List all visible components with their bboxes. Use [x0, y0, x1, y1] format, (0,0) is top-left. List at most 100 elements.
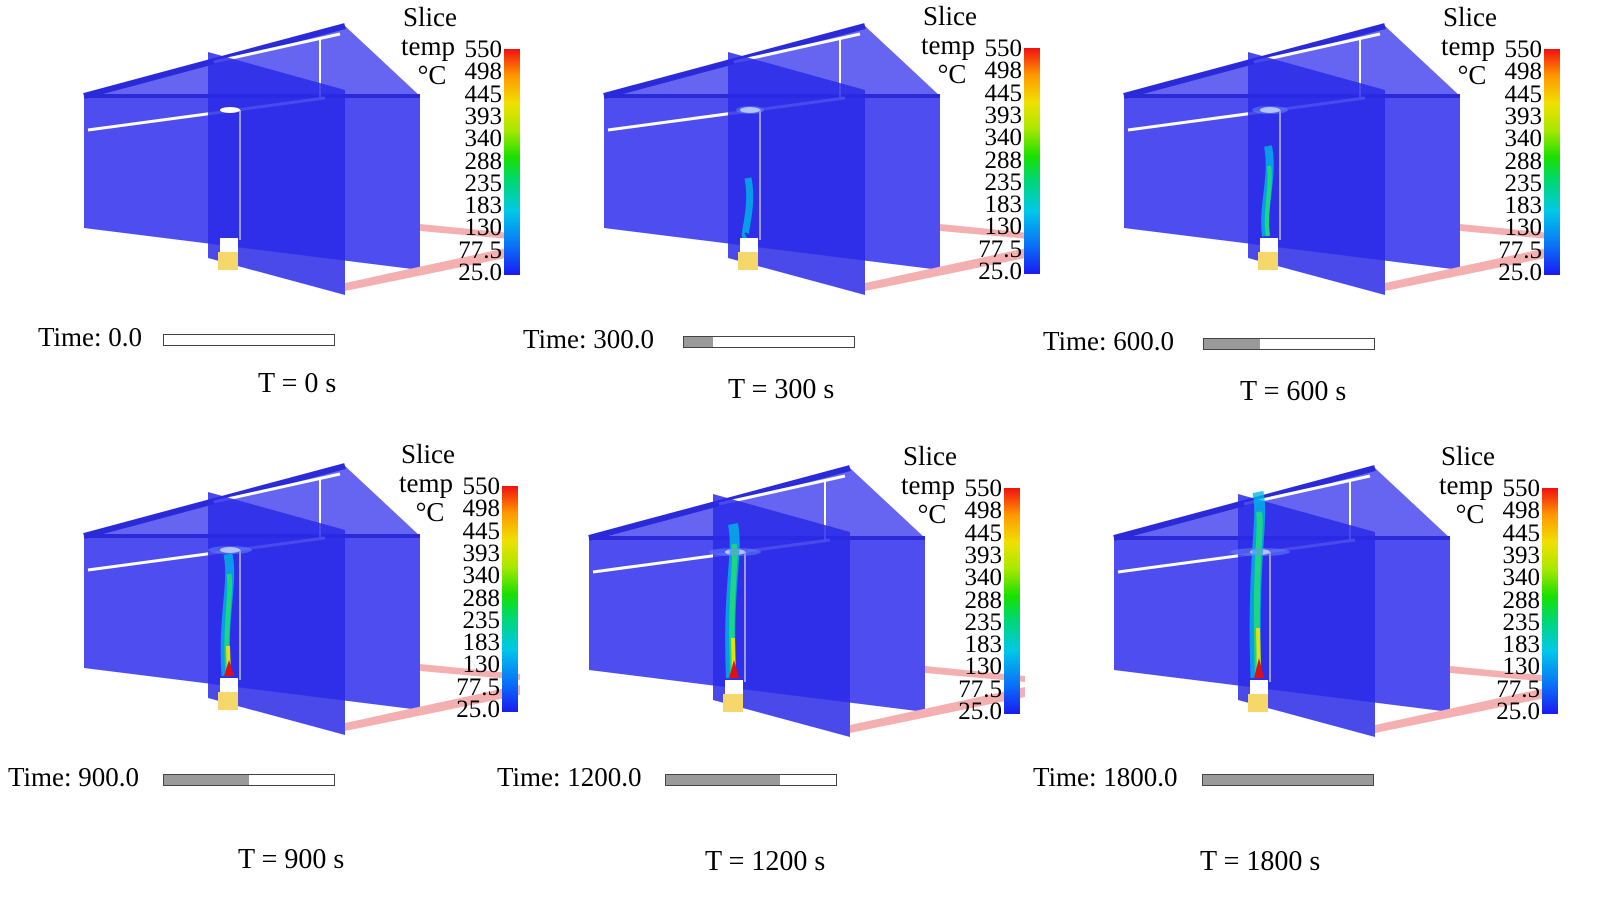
colorbar-tick-label: 25.0: [456, 696, 500, 723]
colorbar-tick-label: 288: [462, 584, 501, 612]
room-scene: [1113, 465, 1550, 737]
fire-source-top: [220, 238, 238, 252]
colorbar-tick-label: 550: [464, 36, 503, 63]
legend-unit: °C: [417, 60, 447, 90]
room-scene: [1123, 23, 1560, 295]
snapshot-panel: Slice temp °C 550 498 445 393 340 288 235 183 13…: [0, 440, 530, 890]
colorbar-tick-label: 550: [1504, 36, 1543, 63]
colorbar-tick-label: 340: [984, 124, 1023, 152]
colorbar-tick-label: 235: [1504, 169, 1543, 197]
colorbar-tick-label: 393: [464, 102, 503, 130]
legend-title-line1: Slice: [1441, 441, 1495, 471]
colorbar-tick-label: 445: [984, 79, 1023, 107]
colorbar: [504, 49, 520, 275]
time-progress-bar: [683, 336, 855, 348]
colorbar-tick-label: 288: [984, 146, 1023, 174]
legend-title-line1: Slice: [401, 439, 455, 469]
fire-source-top: [1250, 680, 1268, 694]
colorbar-tick-label: 77.5: [1498, 236, 1542, 264]
fire-source: [738, 252, 758, 270]
time-caption: T = 0 s: [258, 368, 337, 399]
colorbar: [1024, 48, 1040, 274]
colorbar-tick-label: 183: [984, 191, 1023, 219]
colorbar-tick-label: 393: [1502, 541, 1541, 569]
colorbar-tick-label: 498: [1502, 497, 1541, 525]
ceiling-smoke: [1230, 548, 1290, 556]
plume-mid: [1264, 165, 1272, 237]
colorbar-tick-label: 340: [1502, 564, 1541, 592]
time-progress-fill: [666, 775, 780, 785]
fire-source: [723, 694, 743, 712]
time-progress-bar: [665, 774, 837, 786]
duct-lower: [1375, 687, 1550, 733]
colorbar-tick-label: 498: [462, 495, 501, 523]
legend-title-line1: Slice: [903, 441, 957, 471]
colorbar-tick-label: 130: [964, 653, 1003, 681]
fire-source: [218, 692, 238, 710]
colorbar-tick-label: 445: [964, 519, 1003, 547]
colorbar-tick-label: 77.5: [458, 236, 502, 264]
time-progress-fill: [684, 337, 713, 347]
colorbar-tick-label: 77.5: [958, 675, 1002, 703]
colorbar-tick-label: 340: [1504, 125, 1543, 153]
room-scene: [83, 23, 520, 295]
colorbar-tick-label: 77.5: [1496, 675, 1540, 703]
room-roof: [589, 468, 925, 538]
flame-tip: [729, 660, 739, 678]
legend-unit: °C: [1455, 499, 1485, 529]
room-roof: [604, 26, 940, 96]
time-progress-bar: [1203, 338, 1375, 350]
colorbar-tick-label: 288: [1504, 147, 1543, 175]
colorbar-tick-label: 130: [984, 213, 1023, 241]
legend-title-line2: temp: [1441, 31, 1495, 61]
colorbar-tick-label: 288: [464, 147, 503, 175]
colorbar-tick-label: 235: [464, 169, 503, 197]
time-label: Time: 300.0: [523, 324, 655, 354]
duct-upper: [420, 224, 520, 240]
colorbar: [502, 486, 518, 712]
slice-plane: [208, 52, 345, 295]
time-caption: T = 600 s: [1240, 376, 1347, 407]
fire-source-top: [220, 678, 238, 692]
fire-source: [1248, 694, 1268, 712]
colorbar-tick-label: 445: [464, 80, 503, 108]
colorbar-tick-label: 393: [964, 541, 1003, 569]
colorbar-tick-label: 445: [462, 517, 501, 545]
legend-title-line2: temp: [401, 31, 455, 61]
colorbar-tick-label: 445: [1502, 519, 1541, 547]
legend-unit: °C: [1457, 60, 1487, 90]
legend-title: Slice temp °C: [398, 440, 458, 527]
legend-unit: °C: [937, 59, 967, 89]
time-progress-fill: [1204, 339, 1261, 349]
time-caption: T = 900 s: [238, 844, 345, 875]
duct-lower: [850, 687, 1025, 733]
colorbar-tick-label: 235: [964, 608, 1003, 636]
fire-source: [1258, 252, 1278, 270]
legend-unit: °C: [415, 497, 445, 527]
colorbar-tick-label: 130: [1502, 653, 1541, 681]
colorbar-tick-label: 130: [464, 214, 503, 242]
room-roof: [1114, 468, 1450, 538]
duct-lower: [1385, 245, 1560, 291]
flame-tip: [1254, 658, 1264, 678]
colorbar: [1544, 49, 1560, 275]
fire-source: [218, 252, 238, 270]
time-label: Time: 1800.0: [1033, 762, 1178, 792]
duct-upper: [1460, 224, 1560, 240]
colorbar-tick-label: 235: [1502, 608, 1541, 636]
duct-lower: [865, 245, 1040, 291]
legend-title-line1: Slice: [1443, 2, 1497, 32]
colorbar-tick-label: 130: [1504, 214, 1543, 242]
duct-lower: [345, 245, 520, 291]
time-progress-fill: [1203, 775, 1373, 785]
room-scene: [603, 23, 1040, 295]
colorbar-tick-label: 235: [984, 168, 1023, 196]
time-label: Time: 1200.0: [497, 762, 642, 792]
time-progress-bar: [163, 774, 335, 786]
colorbar-tick-label: 393: [462, 539, 501, 567]
snapshot-panel: Slice temp °C 550 498 445 393 340 288 235 183 13…: [497, 441, 1035, 892]
slice-plane: [728, 52, 865, 295]
legend-title: Slice temp °C: [1440, 3, 1500, 90]
colorbar-tick-label: 550: [1502, 475, 1541, 502]
colorbar-tick-label: 498: [1504, 58, 1543, 86]
